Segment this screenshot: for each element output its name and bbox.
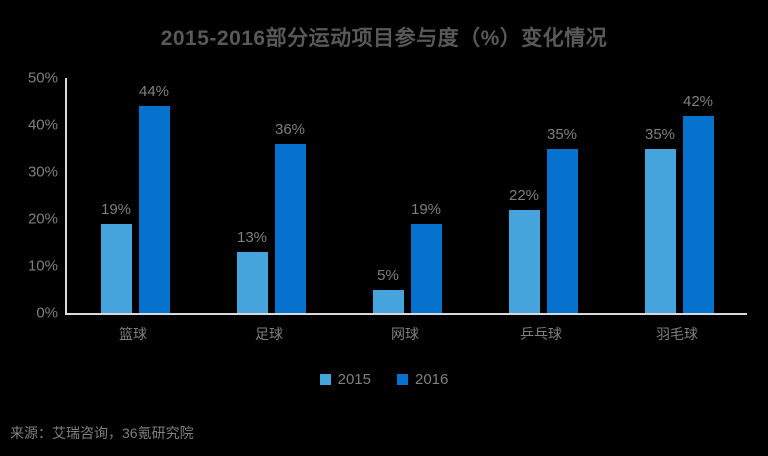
bar-group: 13% 36% [236, 78, 306, 313]
x-axis-label: 网球 [391, 326, 419, 342]
bar-value-label: 13% [236, 228, 268, 246]
bar-2015-羽毛球 [644, 148, 676, 313]
legend-item-2016: 2016 [397, 371, 448, 388]
bar-2015-网球 [372, 289, 404, 313]
bar-column: 19% [410, 78, 442, 313]
bar-column: 35% [546, 78, 578, 313]
bar-column: 19% [100, 78, 132, 313]
x-axis-label: 篮球 [119, 326, 147, 342]
y-tick-label: 10% [27, 257, 58, 275]
bar-value-label: 42% [682, 92, 714, 110]
legend: 2015 2016 [0, 371, 768, 388]
bar-group: 5% 19% [372, 78, 442, 313]
bar-value-label: 22% [508, 186, 540, 204]
bar-2016-羽毛球 [682, 115, 714, 313]
y-tick-label: 40% [27, 116, 58, 134]
bar-value-label: 19% [410, 200, 442, 218]
plot-area: 19% 44% 13% 36% 5% 19% 22% 35% 35% 42% [65, 78, 747, 315]
bar-value-label: 44% [138, 83, 170, 101]
bar-2015-乒乓球 [508, 209, 540, 313]
bar-column: 44% [138, 78, 170, 313]
bar-2015-篮球 [100, 223, 132, 313]
bar-value-label: 35% [546, 125, 578, 143]
bar-group: 35% 42% [644, 78, 714, 313]
bar-group: 22% 35% [508, 78, 578, 313]
y-tick-label: 0% [36, 304, 58, 322]
bar-group: 19% 44% [100, 78, 170, 313]
legend-label: 2016 [415, 371, 449, 388]
bar-value-label: 5% [377, 266, 399, 284]
bar-value-label: 35% [644, 125, 676, 143]
legend-swatch-icon [397, 374, 408, 385]
y-axis: 0% 10% 20% 30% 40% 50% [0, 70, 58, 322]
bar-column: 35% [644, 78, 676, 313]
source-note: 来源：艾瑞咨询，36氪研究院 [10, 425, 194, 441]
bar-column: 42% [682, 78, 714, 313]
legend-swatch-icon [319, 374, 331, 385]
y-tick-label: 30% [27, 163, 58, 181]
x-axis-label: 羽毛球 [656, 326, 698, 342]
bar-column: 36% [274, 78, 306, 313]
y-tick-label: 50% [27, 69, 58, 87]
x-axis-labels: 篮球 足球 网球 乒乓球 羽毛球 [65, 324, 745, 344]
bar-value-label: 19% [100, 200, 132, 218]
bar-2016-足球 [274, 143, 306, 313]
legend-label: 2015 [337, 371, 371, 388]
x-axis-label: 乒乓球 [520, 326, 562, 342]
bar-2016-篮球 [138, 106, 170, 313]
bar-2015-足球 [236, 251, 268, 313]
chart-title: 2015-2016部分运动项目参与度（%）变化情况 [160, 27, 608, 50]
bar-column: 22% [508, 78, 540, 313]
bar-2016-乒乓球 [546, 148, 578, 313]
legend-item-2015: 2015 [319, 371, 371, 388]
x-axis-label: 足球 [255, 326, 283, 342]
bar-column: 5% [372, 78, 404, 313]
bar-value-label: 36% [274, 120, 306, 138]
bar-2016-网球 [410, 223, 442, 313]
y-tick-label: 20% [27, 210, 58, 228]
bar-column: 13% [236, 78, 268, 313]
